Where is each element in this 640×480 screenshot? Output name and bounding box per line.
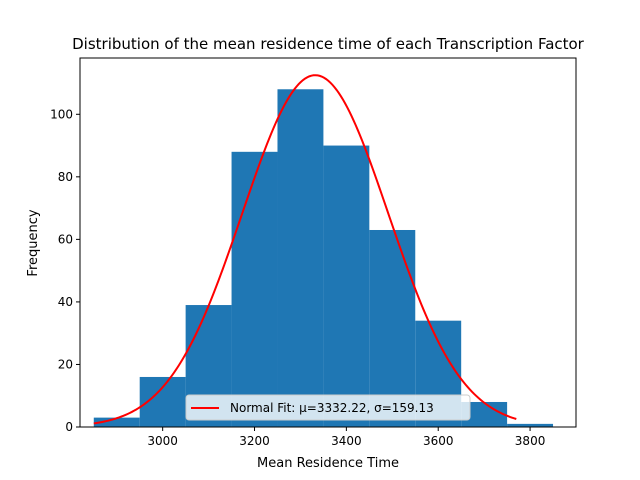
y-tick-label: 20 xyxy=(58,357,73,371)
y-axis-ticks: 0 20 40 60 80 100 xyxy=(50,107,80,434)
histogram-bar xyxy=(277,89,324,428)
y-tick-label: 80 xyxy=(58,170,73,184)
normal-fit-curve xyxy=(93,74,517,425)
histogram-bars xyxy=(93,89,554,428)
x-tick-label: 3800 xyxy=(515,434,546,448)
histogram-bar xyxy=(323,145,370,427)
y-tick-label: 40 xyxy=(58,295,73,309)
plot-frame xyxy=(79,57,577,428)
chart-title: Distribution of the mean residence time … xyxy=(72,35,585,53)
y-axis-label: Frequency xyxy=(26,209,41,276)
x-tick-label: 3200 xyxy=(239,434,270,448)
x-tick-label: 3600 xyxy=(423,434,454,448)
legend: Normal Fit: μ=3332.22, σ=159.13 xyxy=(185,394,471,421)
legend-fit-label: Normal Fit: μ=3332.22, σ=159.13 xyxy=(230,401,434,415)
x-axis-ticks: 3000 3200 3400 3600 3800 xyxy=(147,427,545,448)
histogram-bar xyxy=(93,417,140,427)
y-tick-label: 0 xyxy=(65,420,73,434)
y-tick-label: 100 xyxy=(50,107,73,121)
x-tick-label: 3000 xyxy=(147,434,178,448)
legend-box xyxy=(185,394,471,421)
histogram-bar xyxy=(369,229,416,427)
histogram-bar xyxy=(507,423,554,427)
fit-curve-layer xyxy=(93,74,517,425)
x-axis-label: Mean Residence Time xyxy=(257,456,399,471)
y-tick-label: 60 xyxy=(58,232,73,246)
x-tick-label: 3400 xyxy=(331,434,362,448)
histogram-bar xyxy=(231,151,278,428)
